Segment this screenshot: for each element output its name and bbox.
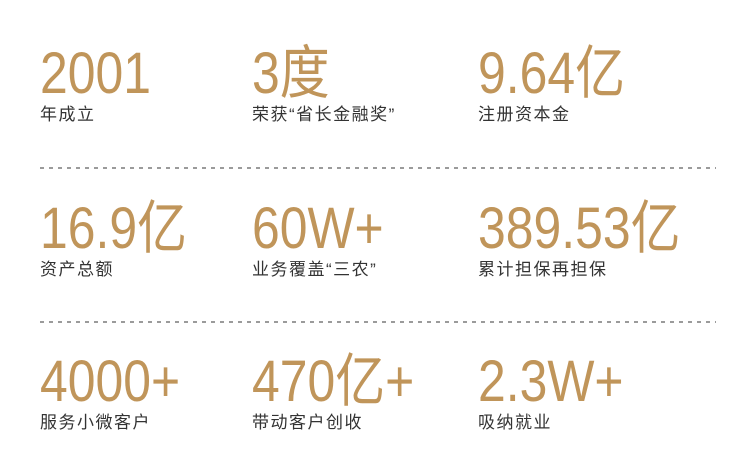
- stat-label: 吸纳就业: [478, 413, 552, 432]
- stat-card-employment: 2.3W+ 吸纳就业: [478, 323, 752, 463]
- stat-value: 16.9亿: [40, 196, 187, 261]
- dashed-divider-2: [40, 321, 716, 323]
- stat-label: 服务小微客户: [40, 413, 151, 432]
- stat-card-coverage: 60W+ 业务覆盖“三农”: [252, 169, 478, 321]
- stat-label: 年成立: [40, 105, 96, 124]
- stat-label: 注册资本金: [478, 105, 571, 124]
- stat-label: 荣获“省长金融奖”: [252, 105, 396, 124]
- stat-value: 9.64亿: [478, 41, 625, 106]
- stat-card-registered-capital: 9.64亿 注册资本金: [478, 0, 752, 167]
- stats-row-3: 4000+ 服务小微客户 470亿+ 带动客户创收 2.3W+ 吸纳就业: [0, 323, 752, 463]
- stat-value: 389.53亿: [478, 196, 681, 261]
- stat-label: 业务覆盖“三农”: [252, 260, 378, 279]
- stat-value: 3度: [252, 41, 330, 106]
- stat-value: 4000+: [40, 349, 181, 414]
- stat-value: 2.3W+: [478, 349, 624, 414]
- stat-card-cumulative-guarantee: 389.53亿 累计担保再担保: [478, 169, 752, 321]
- stat-label: 累计担保再担保: [478, 260, 608, 279]
- stat-card-total-assets: 16.9亿 资产总额: [40, 169, 252, 321]
- stat-value: 2001: [40, 41, 151, 106]
- stat-value: 470亿+: [252, 349, 415, 414]
- dashed-divider-1: [40, 167, 716, 169]
- stat-card-awards: 3度 荣获“省长金融奖”: [252, 0, 478, 167]
- stat-value: 60W+: [252, 196, 384, 261]
- stats-row-2: 16.9亿 资产总额 60W+ 业务覆盖“三农” 389.53亿 累计担保再担保: [0, 169, 752, 321]
- stat-card-small-clients: 4000+ 服务小微客户: [40, 323, 252, 463]
- stats-row-1: 2001 年成立 3度 荣获“省长金融奖” 9.64亿 注册资本金: [0, 0, 752, 167]
- stat-label: 带动客户创收: [252, 413, 363, 432]
- stat-card-founded: 2001 年成立: [40, 0, 252, 167]
- stat-label: 资产总额: [40, 260, 114, 279]
- stat-card-client-revenue: 470亿+ 带动客户创收: [252, 323, 478, 463]
